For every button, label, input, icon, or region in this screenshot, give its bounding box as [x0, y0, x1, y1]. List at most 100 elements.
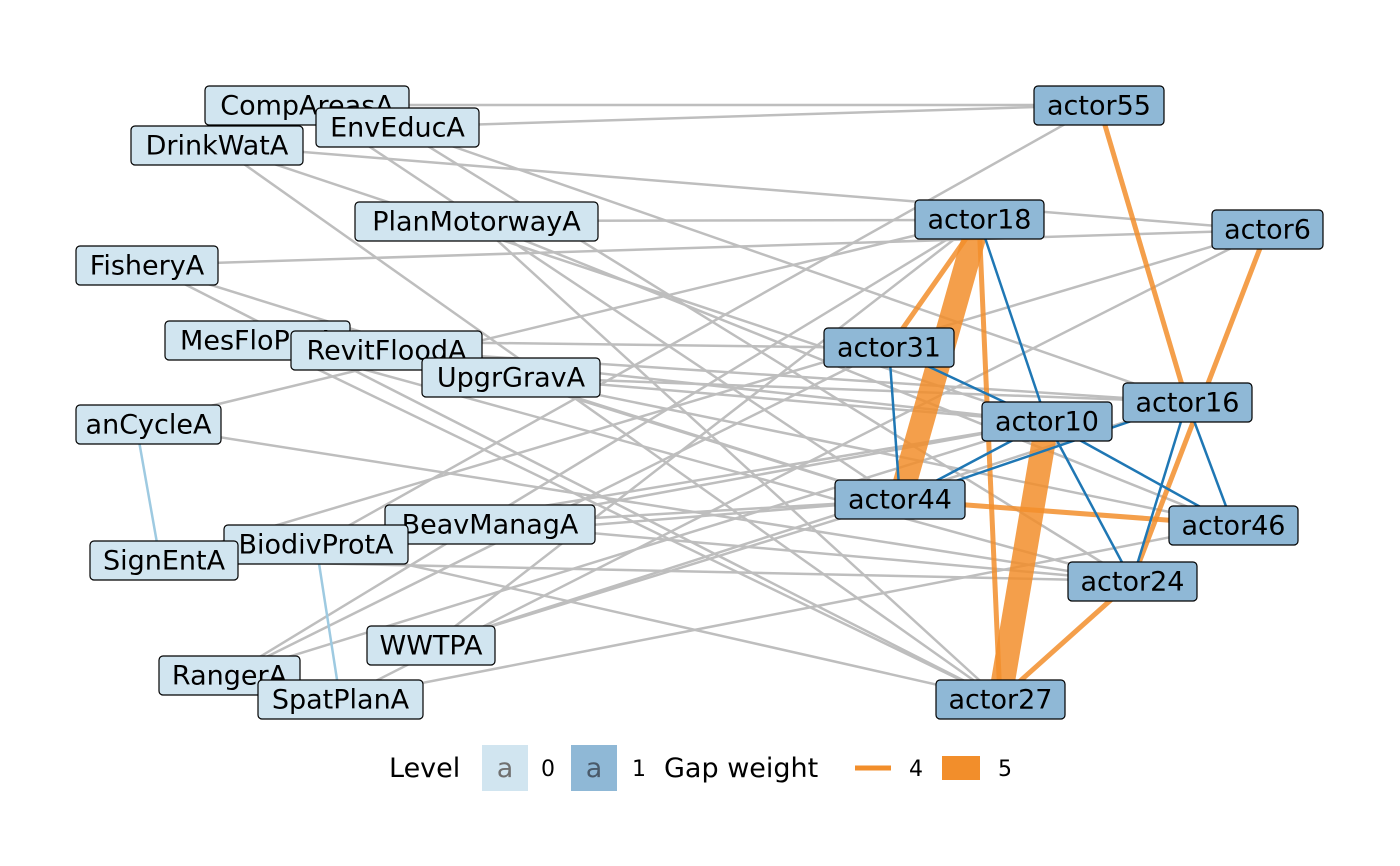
blue-edge-actor31-actor44: [887, 347, 902, 501]
node-box-actor18: [914, 199, 1045, 240]
node-label-SignEntA: SignEntA: [103, 546, 226, 577]
node-EnvEducA[interactable]: EnvEducA: [315, 107, 480, 148]
node-DrinkWatA[interactable]: DrinkWatA: [130, 125, 304, 166]
gap-edge-actor18-actor27: [976, 219, 1003, 700]
blue-edge-actor10-actor24: [1045, 421, 1134, 582]
node-SignEntA[interactable]: SignEntA: [89, 540, 239, 581]
node-SpatPlanA[interactable]: SpatPlanA: [257, 679, 424, 720]
legend-level1-glyph: a: [586, 753, 603, 784]
gray-edge-PlanMotorwayA-actor46: [475, 219, 1234, 527]
node-label-DrinkWatA: DrinkWatA: [146, 131, 289, 162]
node-label-FisheryA: FisheryA: [90, 251, 205, 282]
gap-edge-actor55-actor16: [1096, 104, 1190, 403]
node-box-FisheryA: [75, 245, 219, 286]
node-box-UrbanCycleA: [75, 404, 222, 445]
node-PlanMotorwayA[interactable]: PlanMotorwayA: [354, 201, 599, 242]
node-actor31[interactable]: actor31: [823, 327, 955, 368]
node-label-actor10: actor10: [995, 407, 1099, 438]
node-FisheryA[interactable]: FisheryA: [75, 245, 219, 286]
node-label-UpgrGravA: UpgrGravA: [437, 363, 586, 394]
gray-edge-BiodivProtA-actor27: [315, 542, 1001, 701]
gray-edge-BiodivProtA-actor55: [315, 103, 1100, 546]
node-box-EnvEducA: [315, 107, 480, 148]
node-box-SignEntA: [89, 540, 239, 581]
gray-edge-SpatPlanA-actor46: [339, 523, 1234, 701]
node-actor44[interactable]: actor44: [834, 479, 966, 520]
node-actor27[interactable]: actor27: [935, 679, 1066, 720]
legend-gap-title: Gap weight: [664, 753, 818, 784]
node-label-SpatPlanA: SpatPlanA: [272, 685, 410, 716]
node-label-actor46: actor46: [1182, 511, 1286, 542]
node-box-actor55: [1033, 85, 1165, 126]
node-label-actor31: actor31: [837, 333, 941, 364]
node-box-actor16: [1122, 382, 1253, 423]
node-box-actor31: [823, 327, 955, 368]
node-label-UrbanCycleA: anCycleA: [86, 410, 212, 441]
gray-edge-CompAreasA-actor44: [306, 103, 901, 502]
node-label-actor27: actor27: [949, 685, 1053, 716]
gray-edge-SpatPlanA-actor6: [339, 228, 1268, 701]
node-box-PlanMotorwayA: [354, 201, 599, 242]
node-label-actor16: actor16: [1136, 388, 1240, 419]
gray-edge-PlanMotorwayA-actor27: [475, 220, 1001, 700]
node-actor24[interactable]: actor24: [1067, 561, 1198, 602]
node-actor46[interactable]: actor46: [1168, 505, 1299, 546]
node-actor55[interactable]: actor55: [1033, 85, 1165, 126]
gray-edge-EnvEducA-actor55: [396, 103, 1100, 129]
node-UrbanCycleA[interactable]: anCycleA: [75, 404, 222, 445]
node-actor6[interactable]: actor6: [1211, 209, 1324, 250]
node-box-actor10: [981, 401, 1113, 442]
gray-edge-RangerA-actor18: [229, 218, 980, 677]
node-label-WWTPA: WWTPA: [380, 631, 483, 662]
node-UpgrGravA[interactable]: UpgrGravA: [421, 357, 601, 398]
node-box-SpatPlanA: [257, 679, 424, 720]
node-label-BiodivProtA: BiodivProtA: [238, 530, 394, 561]
node-label-PlanMotorwayA: PlanMotorwayA: [372, 207, 581, 238]
gap-edge-actor10-actor27: [988, 419, 1059, 702]
gray-edge-MesFloPreA-actor27: [256, 338, 1001, 701]
legend-level0-key: [482, 745, 528, 791]
node-label-BeavManagA: BeavManagA: [402, 510, 579, 541]
node-box-WWTPA: [366, 625, 496, 666]
node-box-actor27: [935, 679, 1066, 720]
node-box-actor44: [834, 479, 966, 520]
light-blue-edge-layer: [134, 423, 342, 700]
light-blue-edge-UrbanCycleA-SignEntA: [134, 423, 162, 561]
node-label-actor55: actor55: [1047, 91, 1151, 122]
gray-edge-FisheryA-actor6: [146, 228, 1268, 267]
node-box-actor6: [1211, 209, 1324, 250]
gray-edge-UrbanCycleA-actor18: [135, 218, 980, 426]
node-BeavManagA[interactable]: BeavManagA: [384, 504, 596, 545]
node-label-actor24: actor24: [1081, 567, 1185, 598]
gray-edge-UpgrGravA-actor16: [510, 375, 1188, 404]
light-blue-edge-BiodivProtA-SpatPlanA: [314, 543, 342, 700]
legend-level0-label: 0: [541, 757, 555, 782]
node-label-EnvEducA: EnvEducA: [330, 113, 465, 144]
legend: Level a 0 a 1 Gap weight 4 5: [389, 745, 1012, 791]
node-layer: CompAreasAEnvEducADrinkWatAPlanMotorwayA…: [75, 85, 1324, 720]
node-box-DrinkWatA: [130, 125, 304, 166]
node-actor16[interactable]: actor16: [1122, 382, 1253, 423]
gray-edge-MesFloPreA-actor24: [256, 338, 1133, 583]
node-BiodivProtA[interactable]: BiodivProtA: [223, 524, 409, 565]
blue-edge-actor16-actor24: [1130, 401, 1189, 582]
gray-edge-UrbanCycleA-actor24: [135, 422, 1133, 583]
node-box-actor24: [1067, 561, 1198, 602]
node-WWTPA[interactable]: WWTPA: [366, 625, 496, 666]
node-actor18[interactable]: actor18: [914, 199, 1045, 240]
node-actor10[interactable]: actor10: [981, 401, 1113, 442]
node-label-actor6: actor6: [1224, 215, 1311, 246]
node-label-actor44: actor44: [848, 485, 952, 516]
legend-level0-glyph: a: [497, 753, 514, 784]
legend-gap4-label: 4: [909, 757, 923, 782]
node-label-actor18: actor18: [928, 205, 1032, 236]
legend-gap5-key: [942, 756, 980, 780]
gray-edge-DrinkWatA-actor6: [216, 143, 1268, 232]
gray-edge-WWTPA-actor18: [430, 219, 980, 646]
legend-level-title: Level: [389, 753, 460, 784]
legend-level1-key: [571, 745, 617, 791]
gray-edge-DrinkWatA-actor27: [216, 143, 1001, 701]
blue-edge-actor18-actor10: [977, 219, 1049, 423]
node-box-UpgrGravA: [421, 357, 601, 398]
